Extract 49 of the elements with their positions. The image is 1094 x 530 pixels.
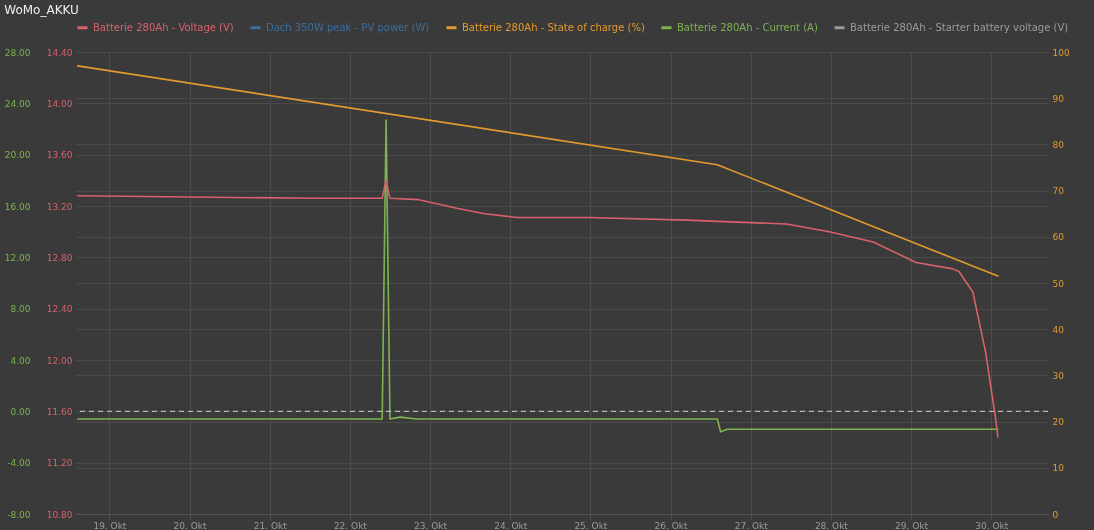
x-tick-label: 28. Okt [814,520,849,530]
y2-tick-label: 20 [1052,417,1065,428]
x-tick-label: 26. Okt [654,520,689,530]
x-tick-label: 20. Okt [173,520,208,530]
y-tick-label: 24.00 [4,98,31,109]
y-tick-label: 12.00 [4,252,31,263]
y3-tick-label: 13.20 [46,201,73,212]
y-tick-label: 20.00 [4,150,31,161]
y-tick-label: 4.00 [10,355,31,366]
y2-tick-label: 40 [1052,324,1065,335]
x-tick-label: 22. Okt [333,520,368,530]
legend-label: Batterie 280Ah - Current (A) [677,21,818,33]
y2-tick-label: 30 [1052,370,1065,381]
y-tick-label: -4.00 [7,458,31,469]
y3-tick-label: 11.20 [46,458,73,469]
x-tick-label: 27. Okt [734,520,769,530]
chart-title: WoMo_AKKU [4,3,79,17]
y-tick-label: 16.00 [4,201,31,212]
legend-label: Batterie 280Ah - Starter battery voltage (V) [850,21,1069,33]
y-tick-label: 0.00 [10,406,31,417]
y3-tick-label: 13.60 [46,150,73,161]
y3-tick-label: 12.00 [46,355,73,366]
x-tick-label: 23. Okt [414,520,448,530]
y2-tick-label: 50 [1052,278,1065,289]
y2-tick-label: 70 [1052,186,1065,197]
x-tick-label: 29. Okt [895,520,929,530]
x-tick-label: 25. Okt [574,520,608,530]
y2-tick-label: 10 [1052,463,1065,474]
y-tick-label: 28.00 [4,47,31,58]
x-tick-label: 19. Okt [93,520,127,530]
y2-tick-label: 80 [1052,139,1065,150]
y3-tick-label: 10.80 [46,509,73,520]
y3-tick-label: 14.00 [46,98,73,109]
legend-label: Dach 350W peak - PV power (W) [266,21,430,33]
y3-tick-label: 12.80 [46,252,73,263]
y2-tick-label: 100 [1052,47,1070,58]
legend-label: Batterie 280Ah - Voltage (V) [93,21,234,33]
y2-tick-label: 90 [1052,93,1065,104]
y-tick-label: 8.00 [10,304,31,315]
y2-tick-label: 0 [1052,509,1059,520]
x-tick-label: 24. Okt [494,520,528,530]
y3-tick-label: 12.40 [46,304,73,315]
x-tick-label: 30. Okt [975,520,1009,530]
y2-tick-label: 60 [1052,232,1065,243]
legend-label: Batterie 280Ah - State of charge (%) [462,21,645,33]
y3-tick-label: 14.40 [46,47,73,58]
y-tick-label: -8.00 [7,509,31,520]
y3-tick-label: 11.60 [46,406,73,417]
x-tick-label: 21. Okt [253,520,288,530]
